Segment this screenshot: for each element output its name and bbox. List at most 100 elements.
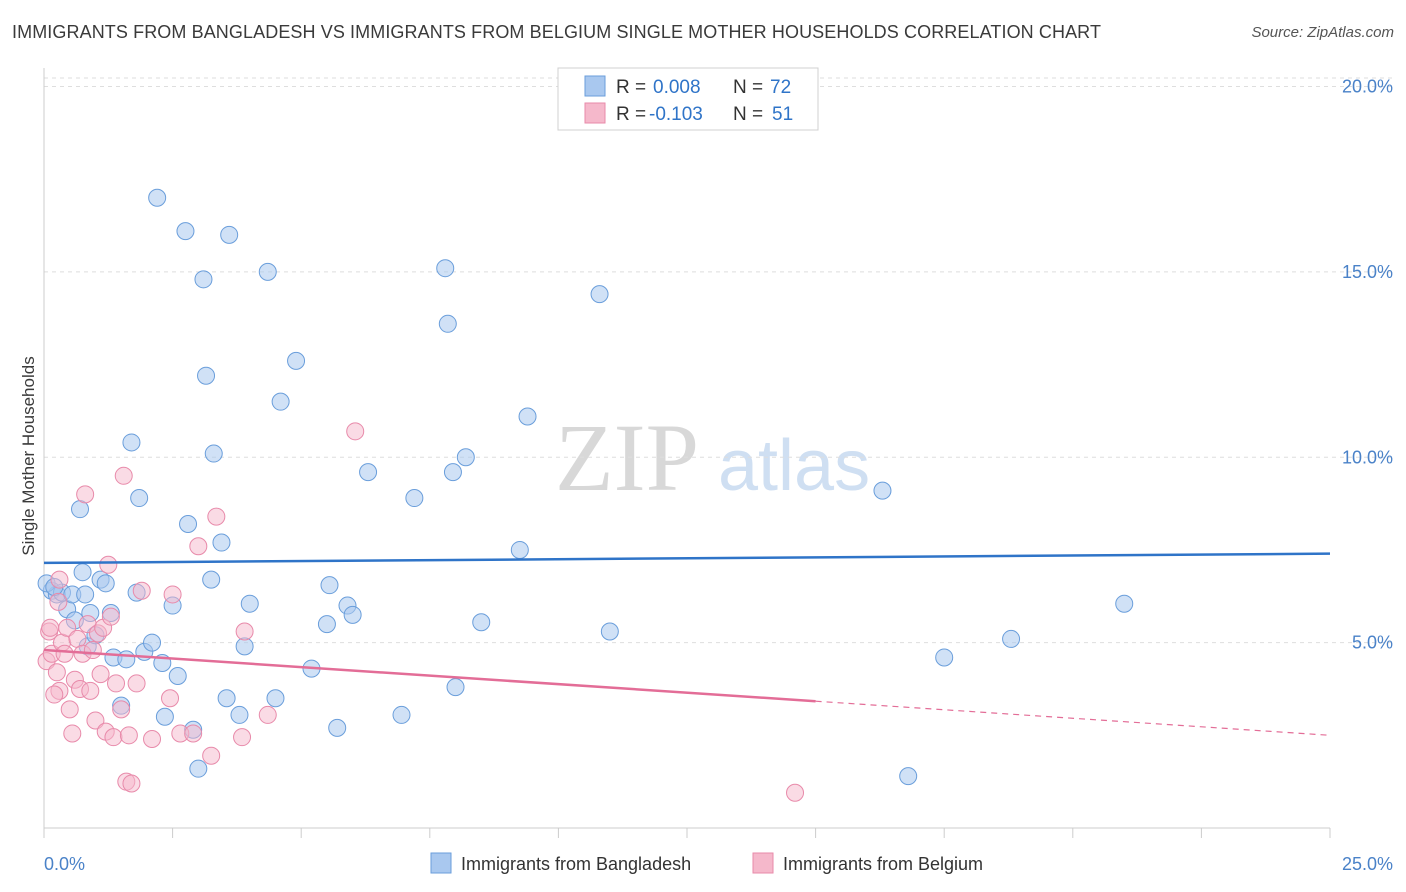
legend-box: R = 0.008 N = 72 R = -0.103 N = 51	[557, 67, 819, 131]
bangladesh-point-32	[194, 270, 213, 289]
belgium-point-18	[86, 711, 105, 730]
bangladesh-point-69	[1115, 594, 1134, 613]
belgium-point-24	[101, 607, 120, 626]
bangladesh-point-36	[212, 533, 231, 552]
bangladesh-point-20	[130, 489, 149, 508]
belgium-point-35	[161, 689, 180, 708]
bangladesh-point-41	[240, 594, 259, 613]
bangladesh-point-8	[76, 585, 95, 604]
belgium-trend-line-dashed	[815, 700, 1331, 736]
bangladesh-point-47	[317, 615, 336, 634]
bangladesh-point-44	[271, 392, 290, 411]
belgium-point-44	[258, 705, 277, 724]
bangladesh-point-22	[143, 633, 162, 652]
bangladesh-point-38	[220, 225, 239, 244]
belgium-point-17	[83, 641, 102, 660]
bangladesh-point-57	[443, 463, 462, 482]
bangladesh-point-62	[518, 407, 537, 426]
bottom-legend: Immigrants from Bangladesh Immigrants fr…	[430, 852, 983, 874]
bangladesh-point-29	[179, 515, 198, 533]
y-tick-label-3: 20.0%	[1342, 77, 1393, 97]
belgium-point-14	[76, 485, 95, 504]
bangladesh-point-31	[189, 759, 208, 778]
bangladesh-point-39	[230, 705, 249, 724]
belgium-point-6	[55, 644, 74, 663]
bangladesh-point-63	[590, 285, 609, 304]
source-label: Source: ZipAtlas.com	[1251, 24, 1394, 41]
belgium-point-9	[63, 724, 82, 743]
belgium-point-26	[107, 674, 126, 693]
belgium-point-49	[41, 618, 60, 637]
bangladesh-point-34	[202, 570, 221, 589]
bangladesh-point-67	[935, 648, 954, 667]
bangladesh-point-52	[359, 463, 378, 482]
belgium-point-32	[127, 674, 146, 693]
belgium-point-8	[60, 700, 79, 719]
belgium-point-31	[122, 774, 141, 793]
belgium-point-20	[91, 665, 110, 684]
y-tick-label-1: 10.0%	[1342, 447, 1393, 467]
bangladesh-point-55	[436, 259, 455, 278]
y-axis-label: Single Mother Households	[19, 356, 38, 555]
x-axis-max-label: 25.0%	[1342, 854, 1393, 874]
legend-n-value-1: 72	[770, 77, 791, 98]
belgium-point-16	[81, 681, 100, 700]
legend-r-label-2: R =	[616, 104, 646, 125]
bangladesh-trend-line	[43, 552, 1331, 565]
belgium-trend-line	[43, 648, 816, 703]
bangladesh-point-33	[197, 366, 216, 385]
belgium-point-28	[114, 466, 133, 485]
legend-swatch-pink	[584, 102, 606, 124]
belgium-point-34	[143, 730, 162, 749]
belgium-point-40	[202, 746, 221, 765]
belgium-point-45	[346, 422, 365, 441]
bangladesh-point-53	[392, 705, 411, 724]
belgium-point-43	[235, 622, 254, 641]
y-tick-label-0: 5.0%	[1352, 633, 1393, 653]
bangladesh-point-25	[155, 707, 174, 726]
belgium-point-47	[45, 685, 64, 704]
belgium-point-27	[112, 700, 131, 719]
bangladesh-point-42	[258, 262, 277, 281]
bangladesh-point-66	[899, 767, 918, 786]
belgium-point-38	[184, 724, 203, 743]
belgium-point-48	[50, 570, 69, 589]
bangladesh-point-45	[287, 351, 306, 370]
legend-n-value-2: 51	[772, 104, 793, 125]
bangladesh-point-65	[873, 481, 892, 500]
trend-lines	[43, 552, 1331, 736]
belgium-point-42	[233, 728, 252, 747]
bangladesh-point-7	[73, 563, 92, 582]
bottom-legend-swatch-pink	[752, 852, 774, 874]
belgium-point-41	[207, 507, 226, 526]
bangladesh-point-59	[456, 448, 475, 467]
legend-n-label-1: N =	[733, 77, 763, 98]
bottom-legend-label-belgium: Immigrants from Belgium	[783, 854, 983, 874]
belgium-point-3	[47, 663, 66, 682]
bangladesh-point-49	[328, 718, 347, 737]
bangladesh-point-17	[117, 650, 136, 669]
legend-r-label-1: R =	[616, 77, 646, 98]
tick-labels: 5.0% 10.0% 15.0% 20.0%	[1342, 77, 1393, 653]
belgium-point-33	[132, 581, 151, 600]
bangladesh-point-27	[168, 667, 187, 685]
x-axis-min-label: 0.0%	[44, 854, 85, 874]
bangladesh-point-28	[176, 222, 195, 241]
bangladesh-point-35	[204, 444, 223, 463]
legend-n-label-2: N =	[733, 104, 763, 125]
bangladesh-point-51	[343, 605, 362, 624]
belgium-point-46	[786, 783, 805, 802]
bangladesh-point-64	[600, 622, 619, 641]
axes	[43, 68, 1331, 838]
belgium-point-36	[163, 585, 182, 604]
bangladesh-point-37	[217, 689, 236, 708]
bangladesh-point-61	[510, 540, 529, 559]
bangladesh-point-54	[405, 489, 424, 508]
legend-swatch-blue	[584, 75, 606, 97]
belgium-point-30	[119, 726, 138, 745]
legend-r-value-1: 0.008	[653, 77, 701, 98]
bangladesh-point-13	[96, 574, 115, 593]
bangladesh-point-68	[1002, 629, 1021, 648]
bangladesh-point-60	[472, 613, 491, 632]
